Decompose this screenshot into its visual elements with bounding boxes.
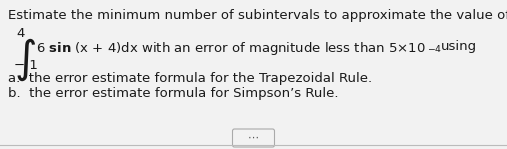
Text: − 1: − 1 [14, 59, 38, 72]
Text: 4: 4 [16, 27, 24, 40]
FancyBboxPatch shape [233, 129, 274, 147]
Text: a.  the error estimate formula for the Trapezoidal Rule.: a. the error estimate formula for the Tr… [8, 72, 372, 85]
Text: b.  the error estimate formula for Simpson’s Rule.: b. the error estimate formula for Simpso… [8, 87, 339, 100]
Text: using: using [441, 40, 477, 53]
Text: Estimate the minimum number of subintervals to approximate the value of: Estimate the minimum number of subinterv… [8, 9, 507, 22]
Text: $\int$: $\int$ [14, 37, 36, 83]
Text: ⋯: ⋯ [248, 133, 259, 143]
Text: 6 $\mathbf{sin}$ (x + 4)dx with an error of magnitude less than 5$\times$10: 6 $\mathbf{sin}$ (x + 4)dx with an error… [36, 40, 426, 57]
Text: $^{-4}$: $^{-4}$ [427, 45, 442, 58]
